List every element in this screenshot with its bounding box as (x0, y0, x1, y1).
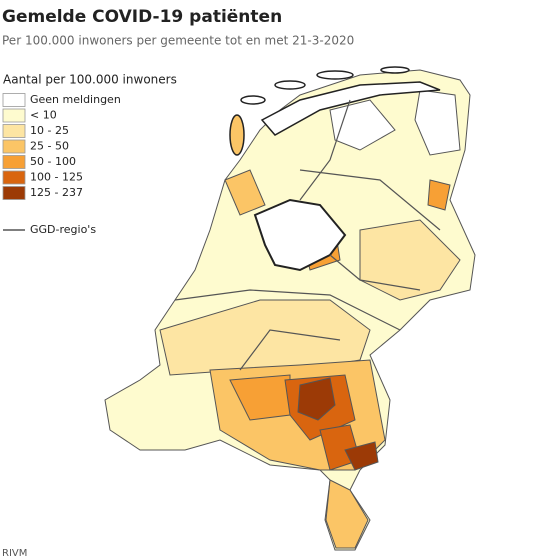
legend-label: 25 - 50 (30, 140, 69, 153)
legend-swatch (2, 108, 26, 123)
texel (229, 114, 245, 156)
region-50-100 (427, 179, 451, 211)
ggd-label: GGD-regio's (30, 223, 96, 236)
legend-label: 125 - 237 (30, 186, 83, 199)
legend-label: 50 - 100 (30, 155, 76, 168)
legend-label: < 10 (30, 109, 57, 122)
legend-label: 10 - 25 (30, 124, 69, 137)
legend-swatch (2, 93, 26, 107)
source: RIVM (2, 548, 27, 559)
legend-swatch (2, 124, 26, 138)
legend-swatch (2, 186, 26, 200)
ggd-border (174, 99, 441, 371)
island (240, 95, 266, 105)
legend-swatch (2, 170, 26, 185)
region-none (414, 89, 461, 156)
island (380, 66, 410, 74)
region-25-50 (224, 169, 266, 216)
island (274, 80, 306, 90)
legend-label: 100 - 125 (30, 171, 83, 184)
legend-swatch (2, 139, 26, 154)
region-125-237 (344, 441, 379, 471)
subtitle: Per 100.000 inwoners per gemeente tot en… (2, 34, 354, 48)
legend-title: Aantal per 100.000 inwoners (3, 73, 177, 87)
title: Gemelde COVID-19 patiënten (2, 7, 282, 27)
island (316, 70, 354, 80)
legend: Geen meldingen < 10 10 - 25 25 - 50 50 - 100… (2, 93, 121, 200)
region-125-237 (297, 377, 336, 421)
legend-swatch (2, 155, 26, 169)
region-25-50 (325, 479, 369, 549)
legend-label: Geen meldingen (30, 93, 121, 106)
waddenzee (260, 81, 441, 136)
netherlands-map (104, 66, 476, 551)
